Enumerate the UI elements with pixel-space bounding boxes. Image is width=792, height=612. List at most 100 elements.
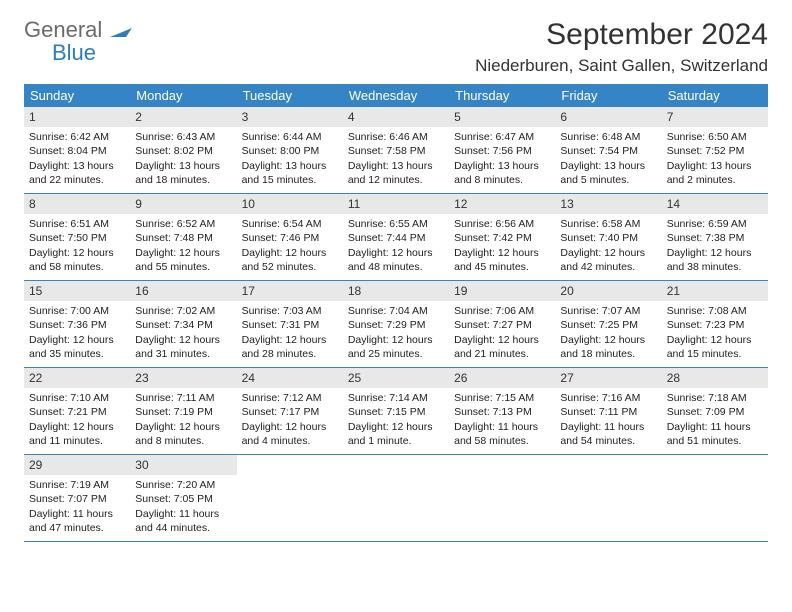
day-d2: and 52 minutes. [242, 260, 338, 274]
day-sr: Sunrise: 7:14 AM [348, 391, 444, 405]
day-d2: and 11 minutes. [29, 434, 125, 448]
weekday-saturday: Saturday [662, 84, 768, 107]
day-number: 10 [237, 194, 343, 214]
day-ss: Sunset: 7:21 PM [29, 405, 125, 419]
day-d2: and 35 minutes. [29, 347, 125, 361]
day-sr: Sunrise: 7:10 AM [29, 391, 125, 405]
day-number: 2 [130, 107, 236, 127]
day-d2: and 15 minutes. [667, 347, 763, 361]
day-number: 22 [24, 368, 130, 388]
day-cell: 1Sunrise: 6:42 AMSunset: 8:04 PMDaylight… [24, 107, 130, 193]
day-ss: Sunset: 7:50 PM [29, 231, 125, 245]
day-number: 11 [343, 194, 449, 214]
day-number: 9 [130, 194, 236, 214]
day-sr: Sunrise: 6:44 AM [242, 130, 338, 144]
day-sr: Sunrise: 7:04 AM [348, 304, 444, 318]
day-sr: Sunrise: 7:03 AM [242, 304, 338, 318]
day-ss: Sunset: 7:44 PM [348, 231, 444, 245]
day-d2: and 31 minutes. [135, 347, 231, 361]
day-sr: Sunrise: 6:55 AM [348, 217, 444, 231]
day-number: 5 [449, 107, 555, 127]
title-block: September 2024 Niederburen, Saint Gallen… [475, 18, 768, 76]
day-sr: Sunrise: 7:00 AM [29, 304, 125, 318]
day-cell: 7Sunrise: 6:50 AMSunset: 7:52 PMDaylight… [662, 107, 768, 193]
day-d1: Daylight: 13 hours [560, 159, 656, 173]
day-cell: 15Sunrise: 7:00 AMSunset: 7:36 PMDayligh… [24, 281, 130, 367]
day-cell-empty [449, 455, 555, 541]
day-d1: Daylight: 11 hours [454, 420, 550, 434]
day-sr: Sunrise: 7:06 AM [454, 304, 550, 318]
day-d1: Daylight: 12 hours [242, 246, 338, 260]
day-ss: Sunset: 7:54 PM [560, 144, 656, 158]
day-d1: Daylight: 12 hours [348, 246, 444, 260]
day-d1: Daylight: 13 hours [667, 159, 763, 173]
day-number: 6 [555, 107, 661, 127]
day-ss: Sunset: 7:05 PM [135, 492, 231, 506]
day-ss: Sunset: 7:31 PM [242, 318, 338, 332]
day-d2: and 22 minutes. [29, 173, 125, 187]
day-d2: and 1 minute. [348, 434, 444, 448]
day-cell: 12Sunrise: 6:56 AMSunset: 7:42 PMDayligh… [449, 194, 555, 280]
day-d1: Daylight: 13 hours [454, 159, 550, 173]
day-number: 4 [343, 107, 449, 127]
day-ss: Sunset: 7:23 PM [667, 318, 763, 332]
day-cell: 22 Sunrise: 7:10 AMSunset: 7:21 PMDayligh… [24, 368, 130, 454]
day-ss: Sunset: 7:27 PM [454, 318, 550, 332]
day-cell: 3Sunrise: 6:44 AMSunset: 8:00 PMDaylight… [237, 107, 343, 193]
weekday-header-row: SundayMondayTuesdayWednesdayThursdayFrid… [24, 84, 768, 107]
day-d1: Daylight: 12 hours [242, 420, 338, 434]
day-number: 27 [555, 368, 661, 388]
day-ss: Sunset: 7:36 PM [29, 318, 125, 332]
weekday-tuesday: Tuesday [237, 84, 343, 107]
day-d2: and 25 minutes. [348, 347, 444, 361]
day-ss: Sunset: 7:56 PM [454, 144, 550, 158]
day-number: 12 [449, 194, 555, 214]
day-d2: and 21 minutes. [454, 347, 550, 361]
day-d1: Daylight: 11 hours [29, 507, 125, 521]
day-cell-empty [662, 455, 768, 541]
day-sr: Sunrise: 7:02 AM [135, 304, 231, 318]
day-ss: Sunset: 7:13 PM [454, 405, 550, 419]
week-row: 8Sunrise: 6:51 AMSunset: 7:50 PMDaylight… [24, 194, 768, 281]
day-sr: Sunrise: 7:08 AM [667, 304, 763, 318]
brand-name-bottom: Blue [52, 40, 96, 65]
day-ss: Sunset: 7:29 PM [348, 318, 444, 332]
day-sr: Sunrise: 7:18 AM [667, 391, 763, 405]
day-d1: Daylight: 12 hours [454, 333, 550, 347]
day-cell: 24Sunrise: 7:12 AMSunset: 7:17 PMDayligh… [237, 368, 343, 454]
day-ss: Sunset: 7:38 PM [667, 231, 763, 245]
day-d1: Daylight: 12 hours [135, 420, 231, 434]
day-sr: Sunrise: 7:15 AM [454, 391, 550, 405]
day-sr: Sunrise: 6:50 AM [667, 130, 763, 144]
logo-mark-icon [110, 18, 132, 41]
week-row: 15Sunrise: 7:00 AMSunset: 7:36 PMDayligh… [24, 281, 768, 368]
day-ss: Sunset: 7:48 PM [135, 231, 231, 245]
day-number: 30 [130, 455, 236, 475]
day-sr: Sunrise: 6:59 AM [667, 217, 763, 231]
day-sr: Sunrise: 6:48 AM [560, 130, 656, 144]
day-sr: Sunrise: 7:16 AM [560, 391, 656, 405]
day-cell-empty [555, 455, 661, 541]
day-number: 23 [130, 368, 236, 388]
day-sr: Sunrise: 7:11 AM [135, 391, 231, 405]
day-cell: 28Sunrise: 7:18 AMSunset: 7:09 PMDayligh… [662, 368, 768, 454]
day-d1: Daylight: 12 hours [29, 246, 125, 260]
day-d1: Daylight: 12 hours [29, 420, 125, 434]
day-ss: Sunset: 7:25 PM [560, 318, 656, 332]
day-d2: and 42 minutes. [560, 260, 656, 274]
day-sr: Sunrise: 6:51 AM [29, 217, 125, 231]
day-cell: 17Sunrise: 7:03 AMSunset: 7:31 PMDayligh… [237, 281, 343, 367]
weekday-thursday: Thursday [449, 84, 555, 107]
day-cell: 13Sunrise: 6:58 AMSunset: 7:40 PMDayligh… [555, 194, 661, 280]
day-sr: Sunrise: 7:20 AM [135, 478, 231, 492]
day-number: 26 [449, 368, 555, 388]
day-ss: Sunset: 7:52 PM [667, 144, 763, 158]
day-d1: Daylight: 12 hours [560, 246, 656, 260]
day-ss: Sunset: 7:42 PM [454, 231, 550, 245]
day-cell: 11 Sunrise: 6:55 AMSunset: 7:44 PMDayligh… [343, 194, 449, 280]
day-d1: Daylight: 12 hours [560, 333, 656, 347]
day-cell: 18Sunrise: 7:04 AMSunset: 7:29 PMDayligh… [343, 281, 449, 367]
day-cell: 9Sunrise: 6:52 AMSunset: 7:48 PMDaylight… [130, 194, 236, 280]
day-sr: Sunrise: 7:07 AM [560, 304, 656, 318]
day-ss: Sunset: 8:00 PM [242, 144, 338, 158]
